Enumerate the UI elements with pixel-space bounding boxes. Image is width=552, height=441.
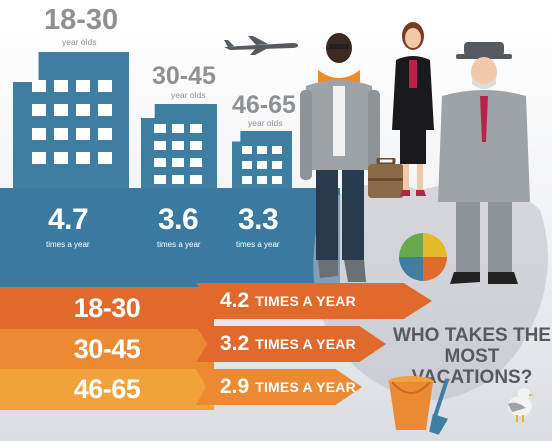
building-window	[54, 152, 68, 164]
headline: WHO TAKES THE MOST VACATIONS?	[393, 325, 551, 389]
building-18-30	[13, 52, 129, 202]
building-window	[54, 80, 68, 92]
building-window	[154, 124, 166, 133]
arrow-value-46-65: 2.9	[220, 375, 250, 398]
arrow-46-65: 2.9 TIMES A YEAR	[196, 369, 362, 405]
band-age-46-65: 46-65	[73, 374, 141, 404]
building-window	[98, 80, 112, 92]
building-window	[272, 161, 282, 169]
building-window	[32, 152, 46, 164]
shovel-icon	[429, 378, 450, 435]
building-window	[190, 124, 202, 133]
arrow-value-18-30: 4.2	[220, 289, 250, 312]
building-window	[257, 176, 267, 184]
airplane-icon	[224, 36, 299, 55]
building-window	[172, 158, 184, 167]
band-row-2-bg	[0, 329, 214, 369]
building-window	[172, 124, 184, 133]
headline-line-1: WHO TAKES THE	[393, 325, 551, 346]
building-window	[190, 158, 202, 167]
building-window	[257, 161, 267, 169]
building-window	[32, 80, 46, 92]
headline-line-2: MOST VACATIONS?	[411, 345, 533, 388]
stat-unit-46-65: times a year	[236, 240, 280, 249]
building-window	[242, 161, 252, 169]
building-window	[190, 175, 202, 184]
building-window	[98, 104, 112, 116]
arrow-unit-18-30: TIMES A YEAR	[255, 293, 356, 309]
band-age-18-30: 18-30	[73, 292, 141, 323]
building-window	[98, 152, 112, 164]
arrow-30-45: 3.2 TIMES A YEAR	[196, 326, 386, 362]
seagull-icon	[508, 388, 535, 422]
building-window	[76, 80, 90, 92]
arrow-unit-30-45: TIMES A YEAR	[255, 336, 356, 352]
age-label-30-45: 30-45	[152, 62, 216, 90]
building-window	[257, 146, 267, 154]
arrow-value-30-45: 3.2	[220, 332, 250, 355]
young-man-icon	[300, 33, 380, 282]
building-window	[98, 128, 112, 140]
suitcase-icon	[368, 158, 404, 198]
band-row-3-bg	[0, 369, 214, 410]
bucket-icon	[388, 376, 434, 430]
stat-46-65: 3.3	[238, 203, 279, 236]
building-window	[76, 128, 90, 140]
stat-30-45: 3.6	[158, 203, 199, 236]
building-window	[272, 146, 282, 154]
old-man-icon	[438, 42, 530, 284]
building-30-45	[141, 104, 217, 204]
stat-unit-18-30: times a year	[46, 240, 90, 249]
building-window	[172, 175, 184, 184]
stat-unit-30-45: times a year	[157, 240, 201, 249]
city-base	[0, 188, 340, 288]
building-window	[54, 104, 68, 116]
building-window	[272, 176, 282, 184]
band-age-30-45: 30-45	[73, 333, 141, 364]
building-window	[32, 104, 46, 116]
building-window	[154, 158, 166, 167]
building-window	[154, 175, 166, 184]
age-sub-46-65: year olds	[248, 118, 283, 128]
building-window	[242, 176, 252, 184]
age-sub-18-30: year olds	[62, 37, 97, 47]
building-window	[76, 104, 90, 116]
building-window	[242, 146, 252, 154]
building-window	[190, 141, 202, 150]
building-window	[32, 128, 46, 140]
building-window	[172, 141, 184, 150]
beach-ball-icon	[399, 233, 447, 281]
age-label-18-30: 18-30	[44, 4, 119, 36]
building-window	[154, 141, 166, 150]
arrow-18-30: 4.2 TIMES A YEAR	[196, 283, 432, 319]
age-label-46-65: 46-65	[232, 91, 296, 119]
building-window	[54, 128, 68, 140]
woman-icon	[392, 22, 434, 196]
stat-18-30: 4.7	[48, 203, 89, 236]
arrow-unit-46-65: TIMES A YEAR	[255, 379, 356, 395]
band-row-1-bg	[0, 287, 214, 329]
age-sub-30-45: year olds	[171, 90, 206, 100]
building-window	[76, 152, 90, 164]
